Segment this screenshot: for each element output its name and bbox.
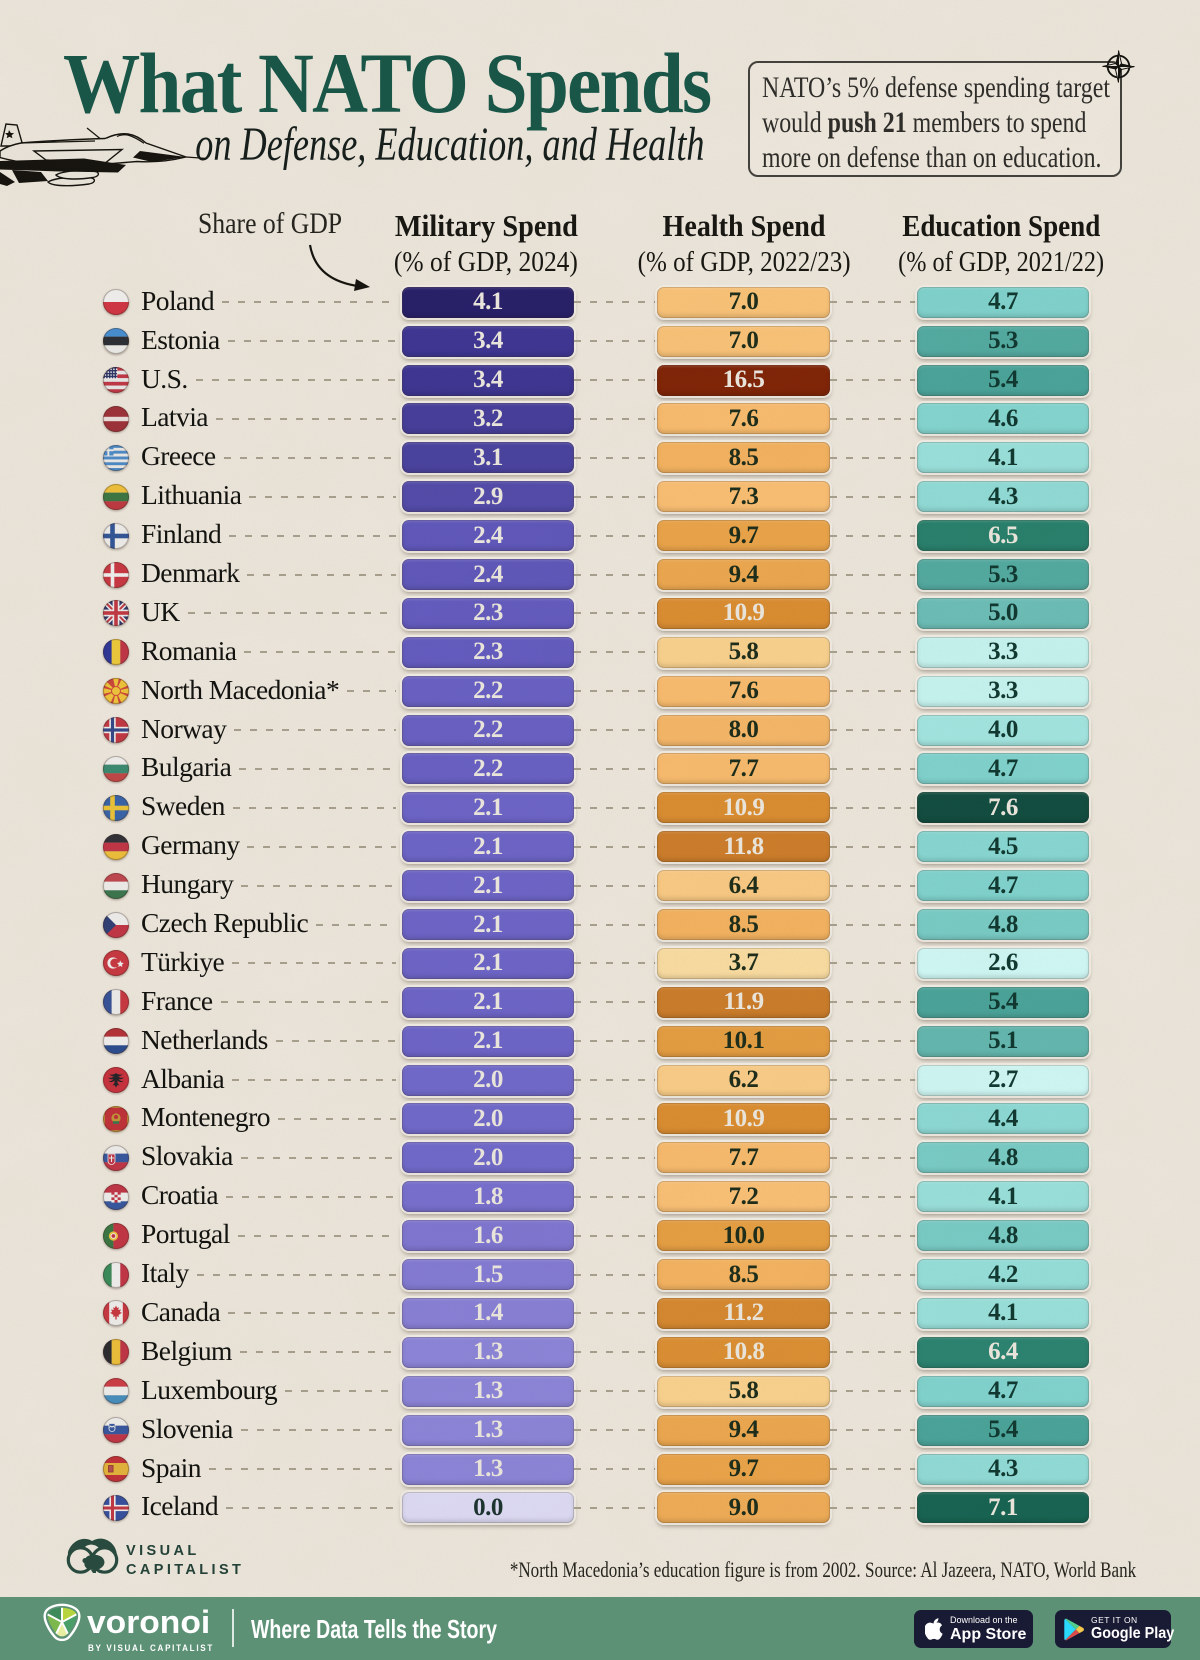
svg-text:CAPITALIST: CAPITALIST (126, 1562, 244, 1578)
svg-text:VISUAL: VISUAL (126, 1543, 200, 1559)
